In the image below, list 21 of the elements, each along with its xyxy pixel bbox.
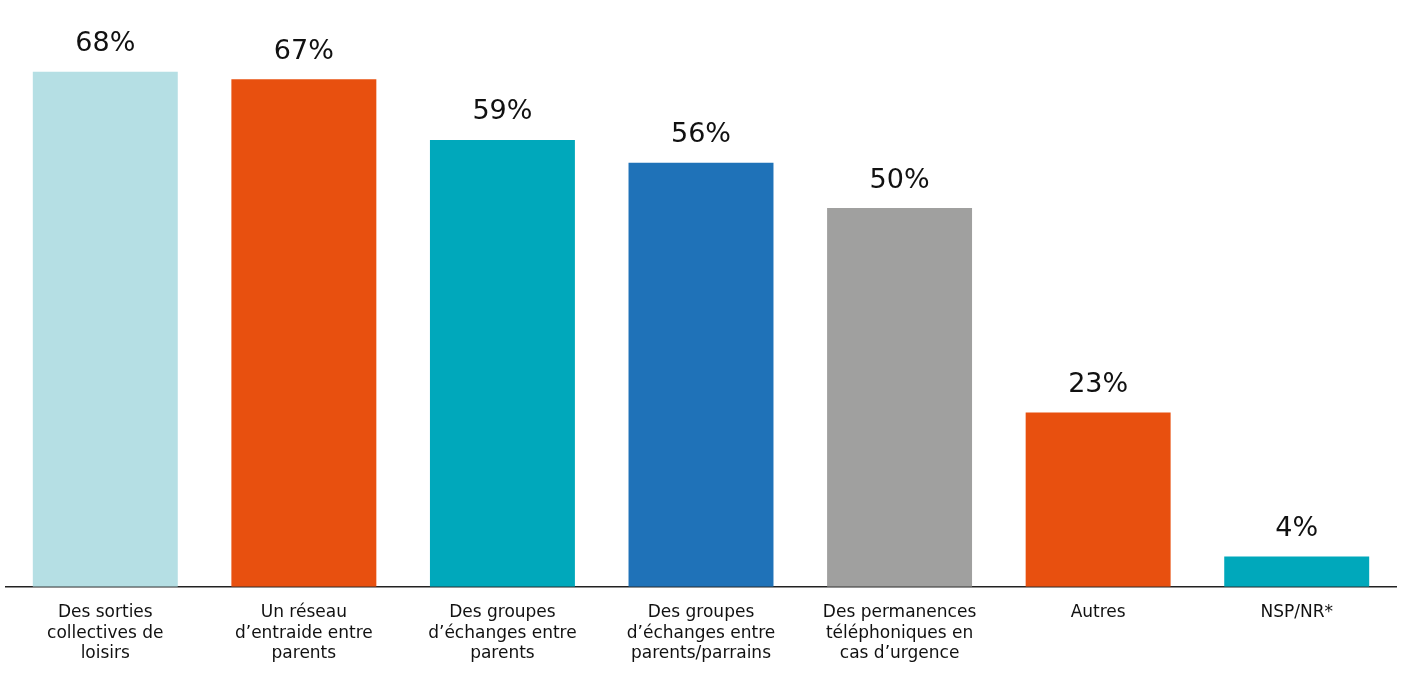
bar [231, 79, 377, 587]
data-label: 68% [75, 26, 136, 58]
x-tick-label: Des groupes d’échanges entre parents [428, 601, 577, 663]
x-tick-label: Autres [1070, 601, 1126, 622]
data-label: 67% [273, 33, 334, 65]
bar [1025, 412, 1171, 587]
data-label: 59% [472, 94, 533, 126]
bar [1224, 556, 1370, 587]
x-tick-label: NSP/NR* [1260, 601, 1333, 622]
x-tick-label: Des groupes d’échanges entre parents/parrains [626, 601, 776, 663]
bar [32, 71, 178, 587]
x-tick-label: Des permanences téléphoniques en cas d’urgence [822, 601, 977, 663]
data-label: 23% [1068, 367, 1129, 399]
x-tick-label: Un réseau d’entraide entre parents [234, 601, 373, 663]
bar [628, 162, 774, 587]
data-label: 56% [670, 117, 732, 149]
data-label: 4% [1275, 511, 1319, 543]
data-label: 50% [869, 162, 930, 194]
bar [429, 139, 575, 587]
bar [827, 208, 973, 587]
x-tick-label: Des sorties collectives de loisirs [47, 601, 164, 663]
